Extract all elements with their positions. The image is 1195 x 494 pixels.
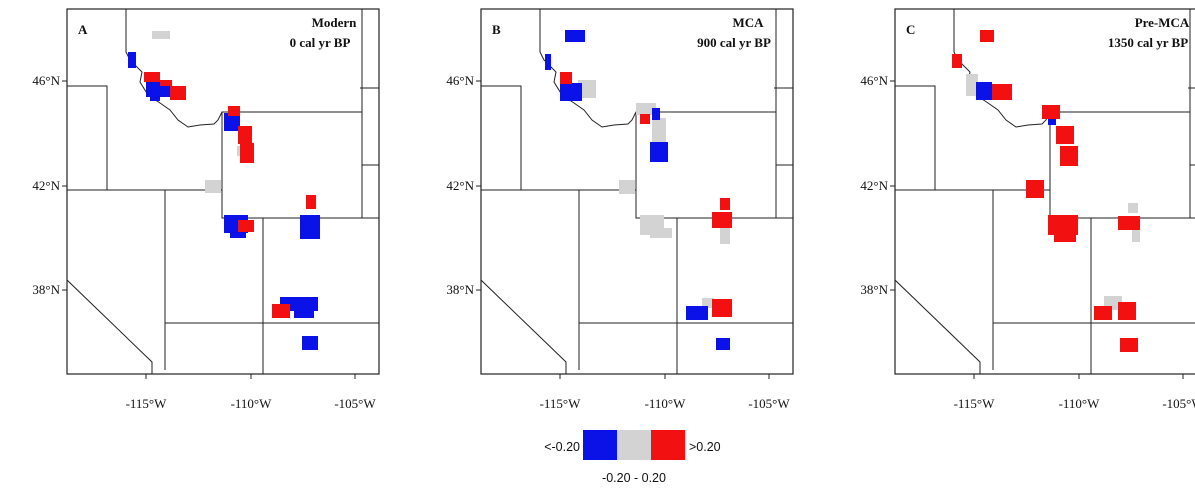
panel-a-lon-105: -105°W bbox=[334, 396, 376, 411]
panel-b-lat-42: 42°N bbox=[446, 178, 474, 193]
panel-a-lon-115: -115°W bbox=[126, 396, 168, 411]
legend-swatch-high bbox=[651, 430, 685, 460]
panel-b-cells-high bbox=[560, 72, 732, 317]
panel-b-lon-110: -110°W bbox=[645, 396, 687, 411]
panel-c-ticks bbox=[890, 80, 1184, 379]
panel-c-title: Pre-MCA bbox=[1135, 15, 1190, 30]
legend-mid-label: -0.20 - 0.20 bbox=[602, 471, 666, 485]
legend: <-0.20 >0.20 -0.20 - 0.20 bbox=[544, 430, 721, 485]
panel-a-lat-46: 46°N bbox=[32, 73, 60, 88]
panel-c-lon-105: -105°W bbox=[1162, 396, 1195, 411]
panel-b-lon-115: -115°W bbox=[540, 396, 582, 411]
panel-a-cells-low bbox=[128, 52, 320, 350]
panel-c-cells bbox=[952, 30, 1140, 352]
panel-a-cells bbox=[128, 31, 320, 350]
panel-b-basemap bbox=[481, 9, 793, 374]
panel-c-lon-110: -110°W bbox=[1059, 396, 1101, 411]
panel-b-lat-38: 38°N bbox=[446, 282, 474, 297]
panel-b-cells-low bbox=[545, 30, 730, 350]
panel-a-ticks bbox=[62, 80, 356, 379]
panel-b-cells-mid bbox=[578, 80, 730, 308]
panel-a-title: Modern bbox=[312, 15, 358, 30]
legend-low-label: <-0.20 bbox=[544, 440, 580, 454]
panel-b-subtitle: 900 cal yr BP bbox=[697, 35, 771, 50]
panel-a: A Modern 0 cal yr BP 46°N 42°N 38°N -115… bbox=[32, 8, 380, 411]
panel-c-lat-38: 38°N bbox=[860, 282, 888, 297]
panel-b-lon-105: -105°W bbox=[748, 396, 790, 411]
panel-a-cells-high bbox=[144, 72, 316, 318]
panel-c-lat-46: 46°N bbox=[860, 73, 888, 88]
panel-b-lat-46: 46°N bbox=[446, 73, 474, 88]
panel-a-lat-42: 42°N bbox=[32, 178, 60, 193]
panel-c-cells-high bbox=[952, 30, 1140, 352]
legend-swatch-low bbox=[583, 430, 617, 460]
legend-swatch-mid bbox=[617, 430, 651, 460]
panel-b-title: MCA bbox=[732, 15, 764, 30]
panel-b-frame bbox=[480, 8, 794, 375]
panel-a-basemap bbox=[67, 9, 379, 374]
panel-c-letter: C bbox=[906, 22, 915, 37]
panel-c-lon-115: -115°W bbox=[954, 396, 996, 411]
panel-a-lat-38: 38°N bbox=[32, 282, 60, 297]
panel-a-letter: A bbox=[78, 22, 88, 37]
panel-b: B MCA 900 cal yr BP 46°N 42°N 38°N -115°… bbox=[446, 8, 794, 411]
panel-b-ticks bbox=[476, 80, 770, 379]
panel-c-frame bbox=[894, 8, 1195, 375]
panel-a-frame bbox=[66, 8, 380, 375]
panel-c-subtitle: 1350 cal yr BP bbox=[1108, 35, 1188, 50]
panel-b-letter: B bbox=[492, 22, 501, 37]
legend-high-label: >0.20 bbox=[689, 440, 721, 454]
panel-a-lon-110: -110°W bbox=[231, 396, 273, 411]
panel-c-basemap bbox=[895, 9, 1195, 374]
panel-a-subtitle: 0 cal yr BP bbox=[290, 35, 351, 50]
panel-c-lat-42: 42°N bbox=[860, 178, 888, 193]
panel-c: C Pre-MCA 1350 cal yr BP 46°N 42°N 38°N … bbox=[860, 8, 1195, 411]
panel-b-cells bbox=[545, 30, 732, 350]
